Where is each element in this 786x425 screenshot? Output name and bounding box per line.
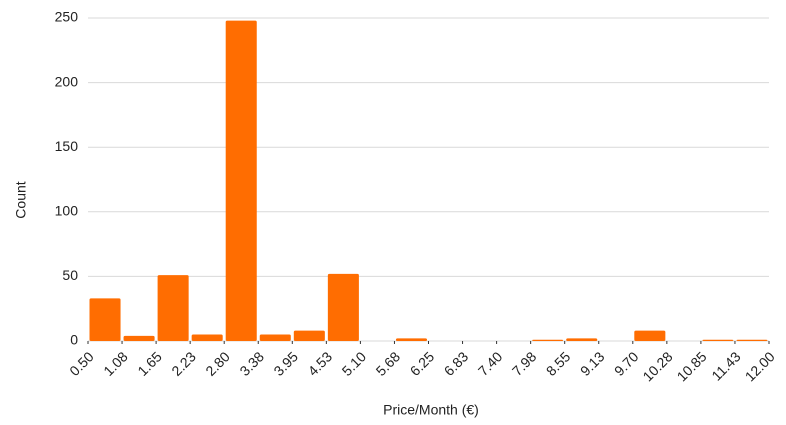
- x-tick-label: 2.23: [168, 348, 199, 379]
- y-tick-label: 150: [55, 138, 79, 154]
- x-tick-label: 1.65: [134, 348, 165, 379]
- bar: [89, 298, 121, 341]
- bar: [293, 330, 325, 341]
- y-tick-label: 200: [55, 73, 79, 89]
- x-tick-label: 12.00: [742, 348, 778, 384]
- bar: [566, 338, 598, 341]
- x-tick-label: 5.68: [373, 348, 404, 379]
- y-axis-title: Count: [13, 181, 29, 218]
- x-tick-label: 6.25: [407, 348, 438, 379]
- bar: [532, 339, 564, 341]
- y-tick-label: 0: [70, 332, 78, 348]
- bar: [259, 334, 291, 341]
- bar: [327, 273, 359, 341]
- x-tick-label: 7.98: [509, 348, 540, 379]
- x-tick-label: 6.83: [441, 348, 472, 379]
- x-tick-label: 7.40: [475, 348, 506, 379]
- bar: [736, 339, 768, 341]
- x-tick-label: 1.08: [100, 348, 131, 379]
- bar: [395, 338, 427, 341]
- y-tick-label: 100: [55, 203, 79, 219]
- x-tick-label: 4.53: [305, 348, 336, 379]
- y-tick-label: 50: [62, 267, 78, 283]
- x-tick-label: 5.10: [339, 348, 370, 379]
- x-tick-label: 10.28: [639, 348, 675, 384]
- x-tick-label: 0.50: [66, 348, 97, 379]
- x-axis-title: Price/Month (€): [383, 402, 479, 418]
- x-tick-label: 9.70: [611, 348, 642, 379]
- x-tick-label: 3.38: [236, 348, 267, 379]
- x-tick-label: 3.95: [270, 348, 301, 379]
- bar: [634, 330, 666, 341]
- x-tick-label: 2.80: [202, 348, 233, 379]
- x-tick-label: 9.13: [577, 348, 608, 379]
- bar: [123, 335, 155, 341]
- x-tick-label: 8.55: [543, 348, 574, 379]
- y-tick-label: 250: [55, 9, 79, 25]
- bar: [191, 334, 223, 341]
- bar: [157, 275, 189, 341]
- x-tick-label: 11.43: [708, 348, 744, 384]
- bar: [702, 339, 734, 341]
- bar: [225, 20, 257, 342]
- x-tick-label: 10.85: [674, 348, 710, 384]
